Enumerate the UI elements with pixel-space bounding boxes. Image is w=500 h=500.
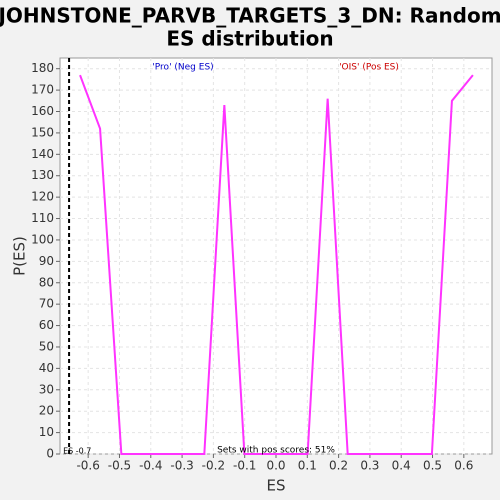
y-tick-label: 50 — [39, 339, 54, 353]
y-tick-label: 80 — [39, 275, 54, 289]
x-tick-label: -0.6 — [76, 459, 99, 473]
y-tick-label: 70 — [39, 297, 54, 311]
y-tick-label: 10 — [39, 425, 54, 439]
chart-title: ES distribution — [166, 27, 333, 51]
es-label: ES -0.7 — [63, 447, 91, 456]
y-tick-label: 140 — [31, 147, 54, 161]
annotation: Sets with pos scores: 51% — [217, 446, 335, 456]
x-tick-label: -0.4 — [139, 459, 162, 473]
annotation: 'Pro' (Neg ES) — [152, 63, 213, 73]
y-tick-label: 0 — [46, 447, 54, 461]
y-axis-label: P(ES) — [11, 236, 29, 276]
y-tick-label: 150 — [31, 125, 54, 139]
y-tick-label: 100 — [31, 232, 54, 246]
y-tick-label: 90 — [39, 254, 54, 268]
x-tick-label: -0.3 — [170, 459, 193, 473]
x-tick-label: 0.3 — [360, 459, 379, 473]
y-tick-label: 180 — [31, 61, 54, 75]
x-tick-label: 0.0 — [266, 459, 285, 473]
x-tick-label: 0.4 — [392, 459, 411, 473]
x-tick-label: -0.2 — [202, 459, 225, 473]
y-tick-label: 170 — [31, 83, 54, 97]
y-tick-label: 160 — [31, 104, 54, 118]
y-tick-label: 120 — [31, 190, 54, 204]
x-tick-label: -0.5 — [108, 459, 131, 473]
y-tick-label: 40 — [39, 361, 54, 375]
y-tick-label: 30 — [39, 382, 54, 396]
x-tick-label: 0.6 — [454, 459, 473, 473]
x-tick-label: 0.5 — [423, 459, 442, 473]
y-tick-label: 60 — [39, 318, 54, 332]
y-tick-label: 110 — [31, 211, 54, 225]
data-line — [79, 74, 474, 455]
x-tick-label: 0.1 — [298, 459, 317, 473]
annotation: 'OIS' (Pos ES) — [339, 63, 399, 73]
chart-title: JOHNSTONE_PARVB_TARGETS_3_DN: Random — [0, 4, 500, 28]
y-tick-label: 20 — [39, 404, 54, 418]
x-axis-label: ES — [267, 477, 286, 495]
x-tick-label: -0.1 — [233, 459, 256, 473]
y-tick-label: 130 — [31, 168, 54, 182]
x-tick-label: 0.2 — [329, 459, 348, 473]
